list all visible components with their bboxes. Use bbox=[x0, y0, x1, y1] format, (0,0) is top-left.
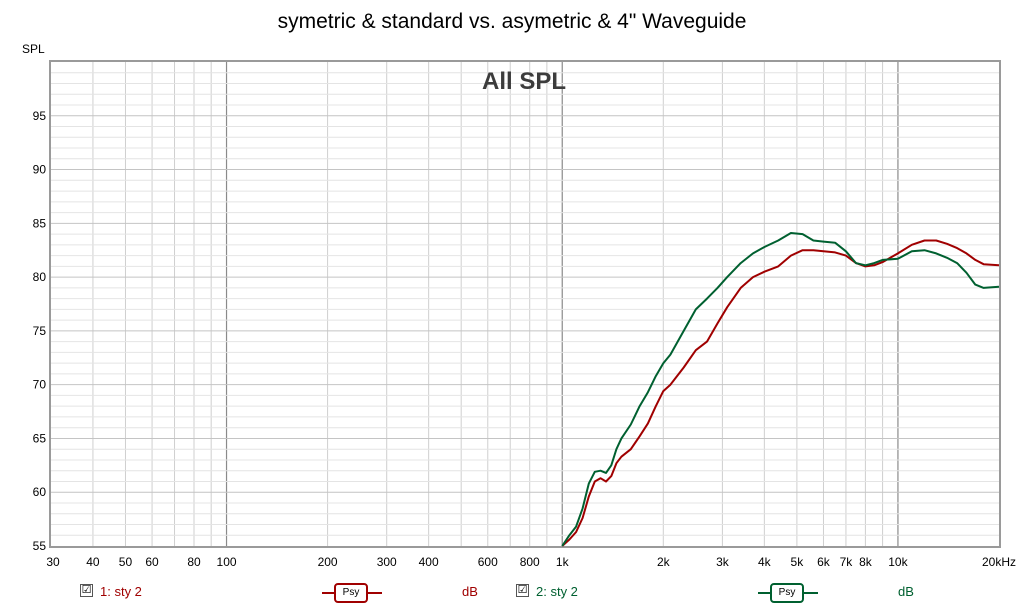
y-tick-label: 70 bbox=[33, 378, 47, 392]
x-tick-label: 2k bbox=[657, 555, 671, 569]
y-tick-label: 85 bbox=[33, 216, 47, 230]
x-tick-label: 4k bbox=[758, 555, 772, 569]
y-tick-label: 55 bbox=[33, 539, 47, 553]
x-tick-label: 200 bbox=[318, 555, 338, 569]
x-tick-label: 6k bbox=[817, 555, 831, 569]
x-tick-label: 800 bbox=[520, 555, 540, 569]
chart-title: symetric & standard vs. asymetric & 4" W… bbox=[277, 10, 747, 33]
x-tick-label: 20kHz bbox=[982, 555, 1016, 569]
y-axis-label: SPL bbox=[22, 42, 45, 56]
y-tick-label: 80 bbox=[33, 270, 47, 284]
series-2-label: 2: sty 2 bbox=[536, 584, 578, 599]
series-1-unit: dB bbox=[462, 584, 478, 599]
x-tick-label: 600 bbox=[478, 555, 498, 569]
x-tick-label: 3k bbox=[716, 555, 730, 569]
x-tick-label: 8k bbox=[859, 555, 873, 569]
x-tick-label: 100 bbox=[217, 555, 237, 569]
x-tick-label: 80 bbox=[187, 555, 201, 569]
x-tick-label: 60 bbox=[145, 555, 159, 569]
series-line-2 bbox=[561, 232, 1000, 547]
series-2-unit: dB bbox=[898, 584, 914, 599]
x-tick-label: 30 bbox=[46, 555, 60, 569]
y-tick-label: 60 bbox=[33, 485, 47, 499]
y-tick-label: 65 bbox=[33, 431, 47, 445]
x-tick-label: 5k bbox=[791, 555, 805, 569]
series-1-checkbox[interactable]: ☑ bbox=[80, 584, 93, 597]
x-tick-label: 1k bbox=[556, 555, 570, 569]
series-1-psy-button[interactable]: Psy bbox=[334, 583, 368, 603]
y-tick-label: 95 bbox=[33, 109, 47, 123]
x-tick-label: 7k bbox=[840, 555, 854, 569]
series-2-checkbox[interactable]: ☑ bbox=[516, 584, 529, 597]
chart-subtitle: All SPL bbox=[482, 68, 566, 95]
x-tick-label: 40 bbox=[86, 555, 100, 569]
series-line-1 bbox=[561, 239, 1000, 547]
x-tick-label: 10k bbox=[888, 555, 908, 569]
y-tick-label: 90 bbox=[33, 163, 47, 177]
x-tick-label: 400 bbox=[419, 555, 439, 569]
x-tick-label: 50 bbox=[119, 555, 133, 569]
series-1-label: 1: sty 2 bbox=[100, 584, 142, 599]
y-tick-label: 75 bbox=[33, 324, 47, 338]
x-tick-label: 300 bbox=[377, 555, 397, 569]
series-2-psy-button[interactable]: Psy bbox=[770, 583, 804, 603]
plot-frame bbox=[49, 60, 1001, 548]
